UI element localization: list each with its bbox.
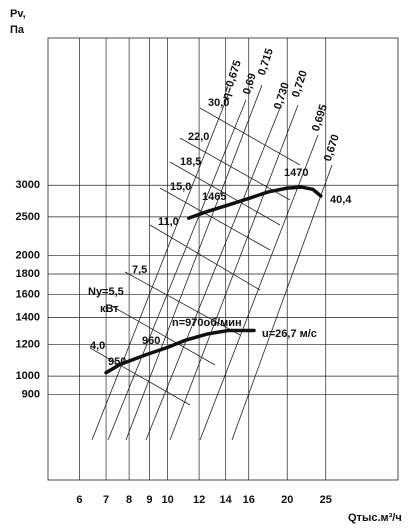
annotation: 22,0 — [188, 131, 209, 143]
y-tick-label: 1200 — [16, 338, 40, 350]
annotation: 7,5 — [132, 264, 147, 276]
y-tick-label: 1000 — [16, 370, 40, 382]
annotation: 0,730 — [272, 81, 292, 111]
y-tick-label: 2500 — [16, 211, 40, 223]
x-tick-label: 7 — [103, 494, 109, 506]
efficiency-rays — [91, 84, 333, 441]
annotation: u=26,7 м/с — [262, 328, 317, 340]
annotation: 40,4 — [330, 194, 352, 206]
x-tick-label: 12 — [193, 494, 205, 506]
plot-frame — [47, 37, 399, 481]
x-tick-label: 10 — [161, 494, 173, 506]
y-tick-label: 1800 — [16, 268, 40, 280]
annotation: η=0,675 — [220, 59, 244, 101]
x-tick-label: 14 — [220, 494, 233, 506]
annotation: 1465 — [202, 191, 226, 203]
annotation: 0,69 — [241, 72, 259, 96]
annotation: 30,0 — [208, 97, 229, 109]
power-lines — [89, 107, 301, 406]
annotation: кВт — [100, 303, 119, 315]
annotation: n=970об/мин — [172, 317, 242, 329]
annotation: 1470 — [284, 167, 308, 179]
x-label: Qтыс.м³/ч — [348, 512, 402, 524]
annotation: 15,0 — [170, 181, 191, 193]
annotation: 18,5 — [180, 156, 201, 168]
y-tick-label: 1600 — [16, 288, 40, 300]
x-tick-label: 20 — [281, 494, 293, 506]
y-tick-label: 2000 — [16, 250, 40, 262]
fan-curve — [104, 328, 256, 375]
annotation: 960 — [142, 335, 160, 347]
x-tick-label: 8 — [126, 494, 132, 506]
annotation: 0,720 — [290, 69, 310, 99]
annotation: 0,695 — [310, 103, 330, 133]
annotation: Ny=5,5 — [88, 286, 124, 298]
annotation: 0,670 — [322, 133, 342, 163]
x-tick-label: 9 — [146, 494, 152, 506]
fan-curve — [186, 185, 323, 220]
y-label: Pv, — [10, 8, 26, 20]
y-label: Па — [10, 24, 25, 36]
y-tick-label: 900 — [22, 388, 40, 400]
annotation: 11,0 — [158, 216, 179, 228]
y-tick-label: 1400 — [16, 312, 40, 324]
x-tick-label: 16 — [243, 494, 255, 506]
y-tick-label: 3000 — [16, 179, 40, 191]
annotation: 4,0 — [90, 340, 105, 352]
annotation: 0,715 — [256, 47, 276, 77]
x-tick-label: 6 — [76, 494, 82, 506]
x-tick-label: 25 — [320, 494, 332, 506]
annotation: 950 — [108, 356, 126, 368]
